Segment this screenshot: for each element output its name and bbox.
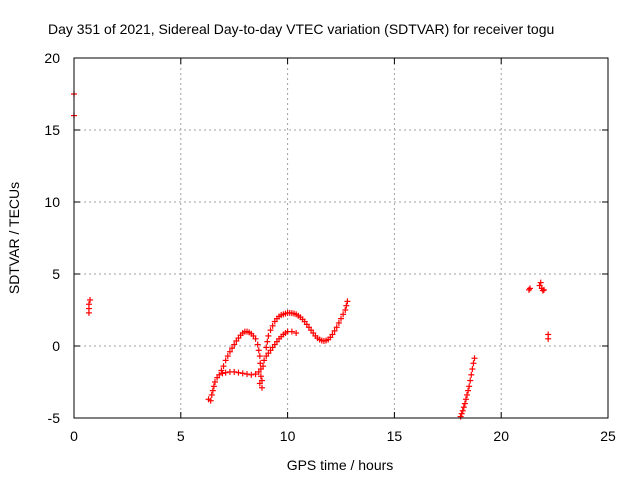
data-point [229,345,236,352]
data-point [459,407,466,414]
data-point [468,371,475,378]
y-axis-label: SDTVAR / TECUs [6,182,22,294]
x-tick-label: 15 [387,428,403,444]
data-point [239,370,246,377]
data-point [256,380,263,387]
data-point [527,285,534,292]
data-point [210,383,217,390]
data-point [235,369,242,376]
plot-frame [73,57,609,419]
plot-points [71,91,552,420]
data-point [222,357,229,364]
data-point [340,311,347,318]
data-point [539,287,546,294]
x-axis-label: GPS time / hours [287,457,394,473]
data-point [525,286,532,293]
y-tick-label: 5 [52,266,60,282]
data-point [293,330,300,337]
data-point [288,328,295,335]
y-ticks: -5 0 5 10 15 20 [44,50,608,426]
data-point [462,396,469,403]
data-point [265,332,272,339]
y-tick-label: 20 [44,50,60,66]
data-point [254,341,261,348]
data-point [545,335,552,342]
data-point [331,327,338,334]
data-point [471,355,478,362]
y-tick-label: 10 [44,194,60,210]
y-tick-label: 15 [44,122,60,138]
data-point [255,347,262,354]
data-point [256,353,263,360]
data-point [466,383,473,390]
data-point [344,298,351,305]
data-point [263,344,270,351]
y-tick-label: 0 [52,338,60,354]
data-point [252,335,259,342]
data-point [540,286,547,293]
x-tick-label: 20 [493,428,509,444]
data-point [231,341,238,348]
data-point [333,324,340,331]
data-point [222,369,229,376]
data-point [209,387,216,394]
x-tick-label: 10 [280,428,296,444]
data-point [269,322,276,329]
data-point [244,371,251,378]
data-point [218,367,225,374]
data-point [216,371,223,378]
data-point [342,307,349,313]
data-point [338,315,344,322]
data-point [467,377,474,384]
data-point [261,357,268,364]
data-point [460,404,467,411]
y-tick-label: -5 [48,410,61,426]
data-point [257,360,264,367]
data-point [457,413,464,420]
data-point [335,319,342,326]
x-tick-label: 5 [177,428,185,444]
x-ticks: 0 5 10 15 20 25 [70,58,616,444]
data-point [208,391,215,398]
data-point [211,379,218,385]
data-point [85,301,92,308]
data-point [231,368,238,375]
grid [74,58,608,418]
data-point [461,400,468,407]
data-point [469,366,476,373]
data-point [226,348,233,355]
data-point [267,327,274,334]
chart-title: Day 351 of 2021, Sidereal Day-to-day VTE… [48,21,554,37]
data-point [464,391,471,398]
data-point [257,373,264,380]
data-point [220,363,227,370]
data-point [470,360,477,367]
data-point [248,371,255,378]
data-point [343,302,350,309]
data-point [260,363,267,370]
data-point [252,371,259,378]
data-point [224,353,231,360]
data-point [258,384,265,391]
x-tick-label: 0 [70,428,78,444]
data-point [207,397,214,404]
data-point [264,338,271,345]
data-point [537,279,544,286]
x-tick-label: 25 [600,428,616,444]
data-point [465,387,472,394]
data-point [458,410,465,417]
data-point [87,296,94,303]
data-point [329,331,336,338]
data-point [219,370,226,377]
